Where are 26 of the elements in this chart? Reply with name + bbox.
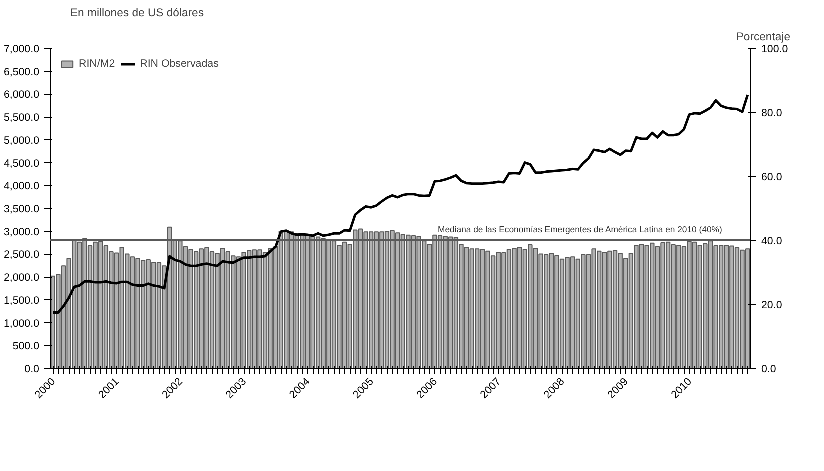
y-tick-label: 7,000.0 [4, 44, 40, 56]
ref-line-label: Mediana de las Economías Emergentes de América Latina en 2010 (40%) [438, 224, 722, 234]
y-tick-label: 1,500.0 [4, 294, 40, 307]
y-tick-label: 5,500.0 [4, 112, 40, 124]
y2-tick-label: 80.0 [762, 108, 782, 120]
y-axis-title: En millones de US dólares [70, 8, 204, 20]
y-tick-label: 5,000.0 [4, 134, 40, 147]
y-tick-label: 0.0 [24, 364, 40, 376]
y-tick-label: 6,500.0 [4, 66, 40, 78]
y2-tick-label: 60.0 [762, 172, 782, 184]
y-tick-label: 3,500.0 [4, 204, 40, 216]
legend-label: RIN/M2 [79, 58, 116, 70]
y2-tick-label: 40.0 [762, 236, 782, 248]
y2-tick-label: 20.0 [762, 300, 782, 312]
y-tick-label: 2,000.0 [4, 272, 40, 284]
y-tick-label: 500.0 [12, 340, 40, 353]
y-tick-label: 4,500.0 [4, 158, 40, 170]
y-tick-label: 2,500.0 [4, 249, 40, 262]
y2-tick-label: 100.0 [762, 44, 788, 56]
y-tick-label: 6,000.0 [4, 89, 40, 102]
y-tick-label: 1,000.0 [4, 318, 40, 330]
y-tick-label: 4,000.0 [4, 180, 40, 193]
y2-tick-label: 0.0 [762, 364, 776, 376]
y2-axis-title: Porcentaje [736, 32, 791, 44]
y-tick-label: 3,000.0 [4, 226, 40, 238]
legend-label: RIN Observadas [140, 58, 219, 70]
